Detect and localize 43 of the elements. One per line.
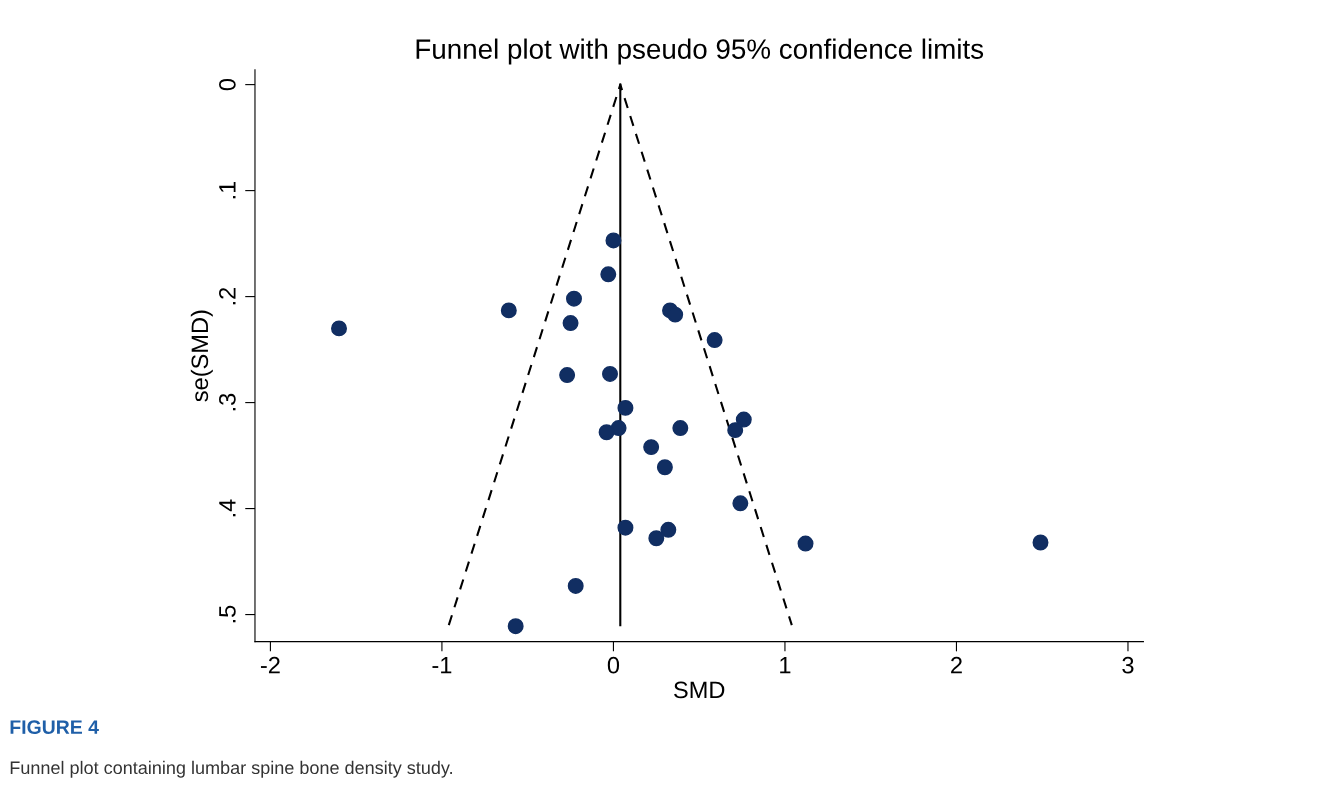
caption: FIGURE 4 <box>10 720 99 735</box>
x-tick-label: 1 <box>780 657 791 674</box>
point <box>605 232 622 249</box>
point <box>559 367 576 384</box>
point <box>617 519 634 536</box>
point <box>567 577 584 594</box>
point <box>656 459 673 476</box>
point <box>648 530 665 547</box>
point <box>562 315 579 332</box>
y-tick-label: .4 <box>219 499 236 517</box>
x-tick-label: 0 <box>607 656 620 674</box>
y-tick-label: .3 <box>219 393 236 411</box>
text: Funnel plot containing lumbar spine bone density study. <box>10 760 452 778</box>
point <box>610 420 627 437</box>
point <box>643 439 660 456</box>
point <box>660 521 677 538</box>
y-tick-label: .1 <box>219 181 236 199</box>
point <box>600 266 617 283</box>
point <box>331 320 347 337</box>
x-tick-label: 2 <box>951 656 962 674</box>
y-tick-label: .2 <box>219 287 236 305</box>
point <box>732 495 749 512</box>
point <box>507 618 524 635</box>
point <box>602 365 618 382</box>
point <box>797 535 814 552</box>
chart-title: Funnel plot with pseudo 95% confidence limits <box>416 38 984 65</box>
point <box>667 306 684 323</box>
point <box>727 422 744 439</box>
point <box>672 420 689 437</box>
point <box>566 290 582 307</box>
x-tick-label: 3 <box>1122 656 1134 674</box>
y-tick-label: 0 <box>219 78 236 91</box>
y-axis-title: se(SMD) <box>190 310 213 402</box>
point <box>598 424 615 441</box>
point <box>735 411 752 428</box>
x-tick-label: -2 <box>260 656 280 674</box>
x-tick-label: -1 <box>432 657 452 674</box>
point <box>706 332 723 349</box>
y-tick-label: .5 <box>219 605 236 623</box>
point <box>500 302 517 319</box>
point <box>617 399 634 416</box>
x-axis-title: SMD <box>674 681 725 699</box>
point <box>1032 534 1049 551</box>
